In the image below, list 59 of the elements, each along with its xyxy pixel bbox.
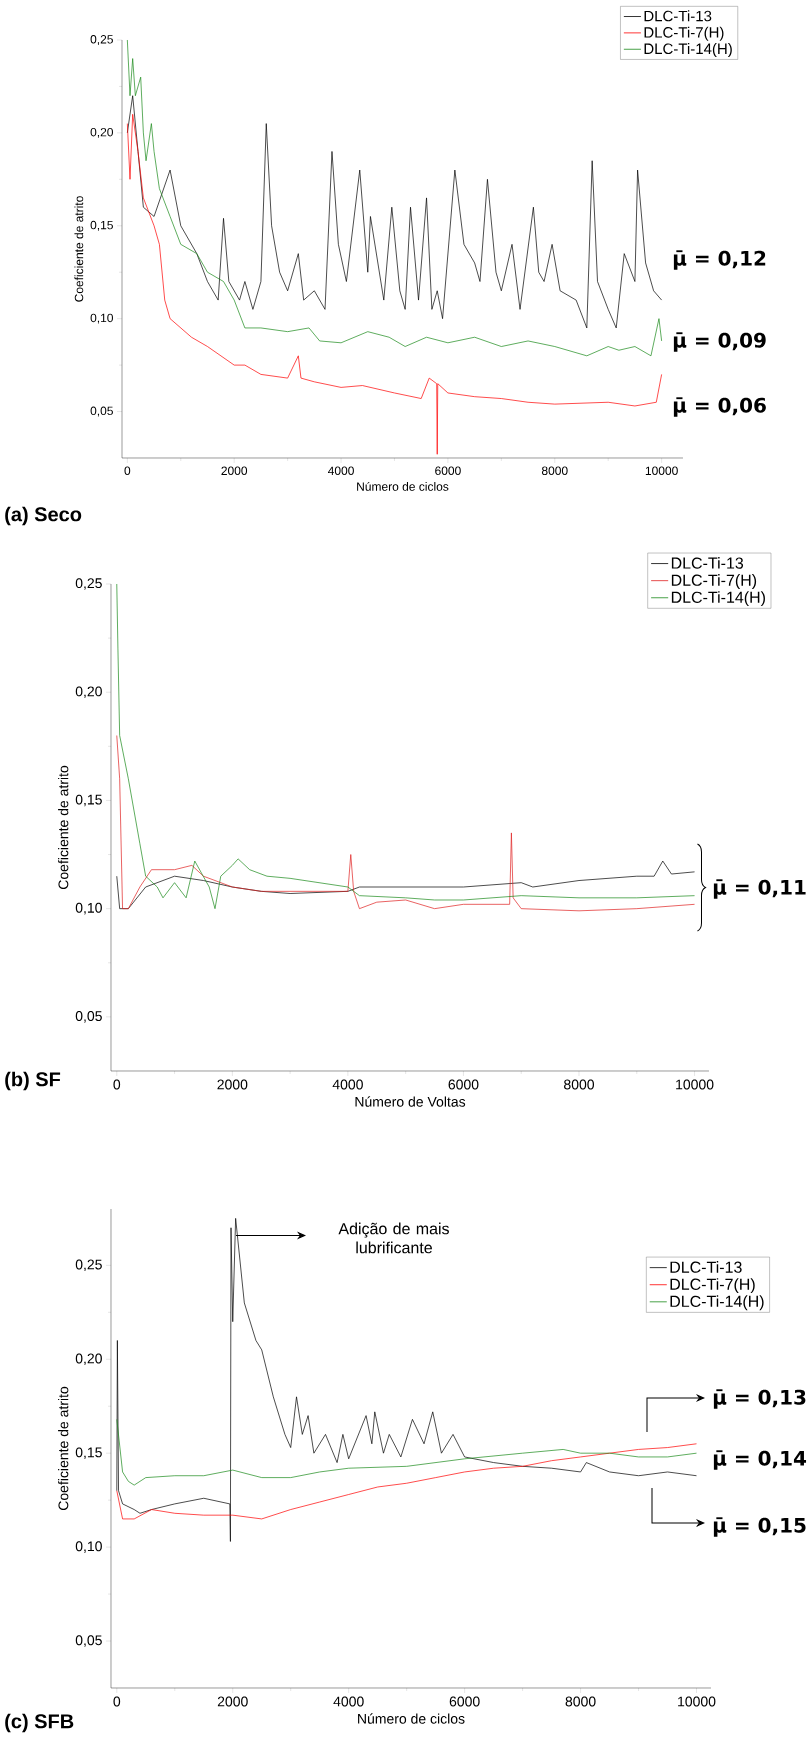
text: μ̄ = 0,14 xyxy=(713,1450,807,1470)
y-tick-label: 0,25 xyxy=(90,35,113,45)
text: (a) Seco xyxy=(5,506,82,526)
y-tick-label: 0,05 xyxy=(75,1011,102,1023)
legend-label: DLC-Ti-14(H) xyxy=(671,591,765,607)
annotation: μ̄ = 0,09 xyxy=(673,332,766,352)
x-axis-title: Número de ciclos xyxy=(358,1713,465,1724)
legend-label: DLC-Ti-14(H) xyxy=(644,43,732,58)
x-tick-label: 0 xyxy=(113,1079,121,1090)
x-tick-label: 0 xyxy=(124,466,131,476)
y-tick-label: 0,05 xyxy=(90,406,113,417)
y-tick-label: 0,10 xyxy=(90,313,113,324)
y-tick-label: 0,25 xyxy=(75,578,102,590)
x-axis-title: Número de Voltas xyxy=(355,1096,466,1107)
legend-label: DLC-Ti-7(H) xyxy=(671,574,757,590)
legend-label: DLC-Ti-7(H) xyxy=(644,26,724,41)
y-tick-label: 0,20 xyxy=(75,1353,102,1366)
x-tick-label: 4000 xyxy=(332,1079,363,1090)
x-tick-label: 10000 xyxy=(645,466,678,476)
text: μ̄ = 0,15 xyxy=(713,1517,806,1537)
y-axis-title: Coeficiente de atrito xyxy=(58,1386,69,1511)
x-tick-label: 4000 xyxy=(333,1696,364,1707)
x-tick-label: 10000 xyxy=(676,1079,714,1090)
text: (b) SF xyxy=(5,1071,61,1091)
x-tick-label: 6000 xyxy=(435,466,461,476)
x-tick-label: 6000 xyxy=(449,1696,480,1707)
annotation: μ̄ = 0,06 xyxy=(673,397,766,417)
y-tick-label: 0,05 xyxy=(75,1635,102,1647)
text: μ̄ = 0,13 xyxy=(713,1389,806,1409)
x-tick-label: 4000 xyxy=(327,466,354,476)
y-tick-label: 0,25 xyxy=(75,1259,102,1272)
y-tick-label: 0,10 xyxy=(75,1541,102,1553)
x-tick-label: 2000 xyxy=(221,466,248,476)
x-tick-label: 2000 xyxy=(217,1079,248,1090)
y-axis-title: Coeficiente de atrito xyxy=(74,196,84,302)
y-axis-title: Coeficiente de atrito xyxy=(58,765,69,890)
x-tick-label: 8000 xyxy=(565,1696,596,1707)
annotation: Adição de mais lubrificante xyxy=(338,1222,449,1254)
x-tick-label: 2000 xyxy=(217,1696,248,1707)
legend-label: DLC-Ti-14(H) xyxy=(670,1295,764,1311)
legend-label: DLC-Ti-13 xyxy=(671,557,744,569)
text: (c) SFB xyxy=(5,1713,74,1733)
y-tick-label: 0,15 xyxy=(90,220,113,231)
y-tick-label: 0,10 xyxy=(75,902,102,915)
text: μ̄ = 0,11 xyxy=(713,879,806,899)
y-tick-label: 0,20 xyxy=(90,127,113,138)
x-tick-label: 10000 xyxy=(678,1696,716,1707)
legend-label: DLC-Ti-13 xyxy=(670,1261,742,1273)
x-tick-label: 8000 xyxy=(541,466,568,476)
x-tick-label: 6000 xyxy=(448,1079,479,1090)
y-tick-label: 0,20 xyxy=(75,686,102,698)
y-tick-label: 0,15 xyxy=(75,794,102,807)
x-tick-label: 8000 xyxy=(564,1079,595,1090)
annotation: μ̄ = 0,12 xyxy=(673,250,766,270)
legend-label: DLC-Ti-13 xyxy=(644,10,712,22)
legend-label: DLC-Ti-7(H) xyxy=(670,1278,755,1294)
x-axis-title: Número de ciclos xyxy=(357,481,449,491)
x-tick-label: 0 xyxy=(113,1696,121,1707)
y-tick-label: 0,15 xyxy=(75,1447,102,1459)
